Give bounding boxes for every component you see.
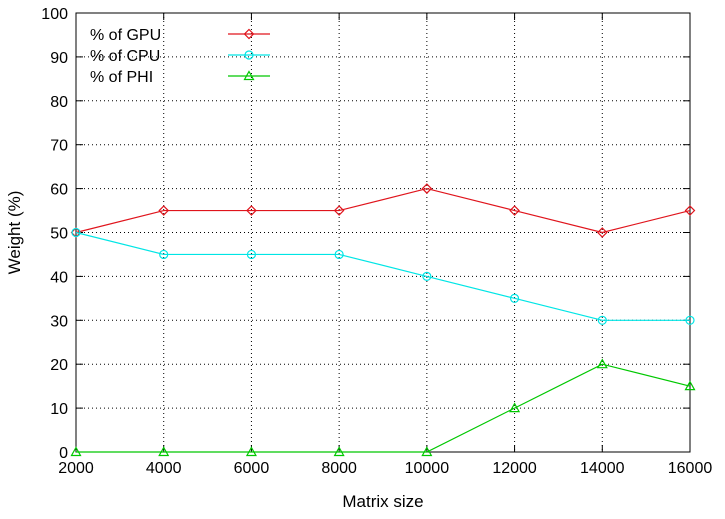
legend-marker — [243, 70, 255, 81]
legend-entry: % of PHI — [90, 69, 270, 86]
legend-entry: % of GPU — [90, 27, 270, 44]
y-tick-label: 50 — [50, 226, 68, 243]
series-line — [76, 363, 691, 453]
y-tick-labels: 0 10 20 30 40 50 60 70 80 90 100 — [41, 6, 68, 462]
data-point — [685, 315, 695, 325]
data-point — [596, 358, 608, 369]
series-diamond — [70, 183, 696, 238]
data-point — [158, 205, 170, 216]
data-point — [421, 183, 433, 194]
x-tick-labels: 2000 4000 6000 8000 10000 12000 14000 16000 — [58, 460, 712, 477]
data-point — [71, 227, 81, 238]
legend: % of GPU % of CPU % of PHI — [90, 27, 270, 86]
series-line — [75, 231, 690, 321]
data-point — [421, 446, 433, 457]
data-point — [597, 315, 607, 325]
data-point — [159, 249, 169, 260]
x-axis-title: Matrix size — [342, 492, 423, 511]
data-point — [596, 227, 608, 238]
data-point — [246, 249, 257, 260]
x-tick-label: 8000 — [321, 460, 357, 477]
data-point — [509, 293, 520, 303]
x-tick-label: 6000 — [234, 460, 270, 477]
series-circle — [71, 227, 695, 325]
y-tick-label: 80 — [50, 94, 68, 111]
y-tick-label: 30 — [50, 313, 68, 330]
legend-marker — [243, 28, 255, 40]
data-point — [333, 446, 345, 457]
data-point — [246, 205, 257, 216]
data-point — [334, 249, 344, 260]
data-point — [70, 446, 82, 457]
data-point — [333, 205, 345, 216]
series-layer — [70, 183, 696, 457]
y-tick-label: 40 — [50, 269, 68, 286]
y-tick-label: 20 — [50, 357, 68, 374]
series-triangle — [70, 358, 696, 457]
y-tick-label: 100 — [41, 6, 68, 23]
x-tick-label: 10000 — [405, 460, 450, 477]
data-point — [158, 446, 170, 457]
data-point — [684, 380, 696, 391]
legend-label: % of PHI — [90, 69, 153, 86]
x-tick-label: 4000 — [146, 460, 182, 477]
x-tick-label: 14000 — [580, 460, 625, 477]
legend-label: % of CPU — [90, 48, 160, 65]
x-tick-label: 12000 — [492, 460, 537, 477]
series-line — [75, 187, 691, 234]
legend-entry: % of CPU — [90, 48, 270, 65]
x-tick-label: 2000 — [58, 460, 94, 477]
y-axis-title: Weight (%) — [5, 191, 24, 275]
data-point — [684, 205, 696, 216]
data-point — [509, 402, 521, 413]
data-point — [422, 271, 432, 281]
data-point — [509, 205, 520, 216]
data-point — [245, 446, 257, 457]
legend-marker — [244, 50, 254, 60]
y-tick-label: 10 — [50, 401, 68, 418]
legend-label: % of GPU — [90, 27, 161, 44]
x-tick-label: 16000 — [668, 460, 713, 477]
y-tick-label: 90 — [50, 50, 68, 67]
y-tick-label: 60 — [50, 182, 68, 199]
y-tick-label: 0 — [59, 445, 68, 462]
y-tick-label: 70 — [50, 138, 68, 155]
